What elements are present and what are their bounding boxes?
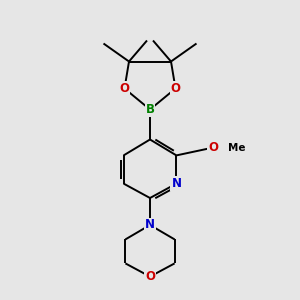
Text: O: O <box>145 270 155 283</box>
Text: B: B <box>146 103 154 116</box>
Text: Me: Me <box>228 142 245 153</box>
Text: N: N <box>171 177 182 190</box>
Text: O: O <box>208 141 218 154</box>
Text: O: O <box>170 82 181 95</box>
Text: O: O <box>119 82 130 95</box>
Text: N: N <box>145 218 155 232</box>
